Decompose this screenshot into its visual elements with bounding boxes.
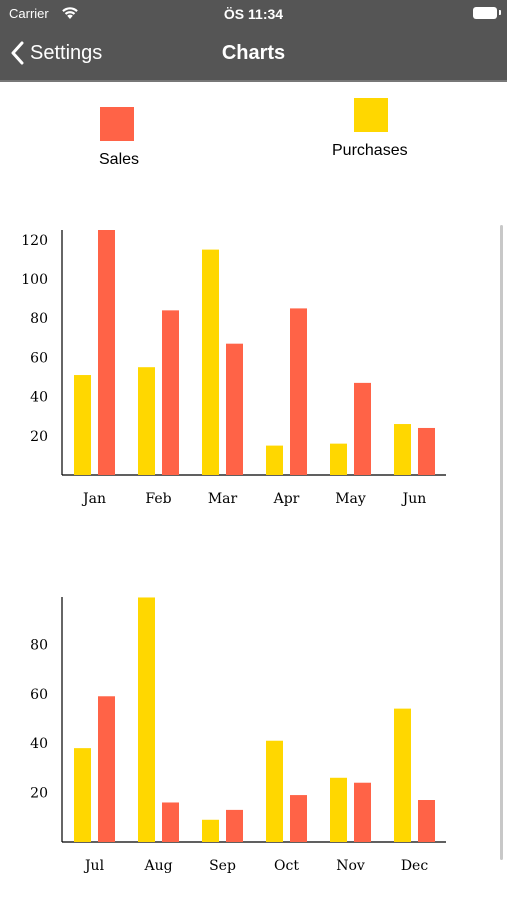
bar-purchases-oct xyxy=(266,741,283,842)
bar-sales-nov xyxy=(354,783,371,842)
y-tick-label: 40 xyxy=(30,736,48,752)
bar-purchases-dec xyxy=(394,709,411,842)
x-tick-label-oct: Oct xyxy=(274,858,299,874)
bar-purchases-sep xyxy=(202,820,219,842)
x-tick-label-aug: Aug xyxy=(143,858,172,874)
scroll-indicator[interactable] xyxy=(500,225,503,860)
bar-purchases-nov xyxy=(330,778,347,842)
x-tick-label-nov: Nov xyxy=(336,858,365,874)
x-tick-label-jul: Jul xyxy=(83,858,105,874)
x-tick-label-sep: Sep xyxy=(209,858,236,874)
bar-sales-aug xyxy=(162,802,179,842)
bar-purchases-jul xyxy=(74,748,91,842)
bar-sales-sep xyxy=(226,810,243,842)
y-tick-label: 80 xyxy=(30,637,48,653)
bar-sales-jul xyxy=(98,696,115,842)
bar-sales-dec xyxy=(418,800,435,842)
y-tick-label: 20 xyxy=(30,786,48,802)
bar-sales-oct xyxy=(290,795,307,842)
y-tick-label: 60 xyxy=(30,687,48,703)
bar-purchases-aug xyxy=(138,597,155,842)
x-tick-label-dec: Dec xyxy=(401,858,429,874)
